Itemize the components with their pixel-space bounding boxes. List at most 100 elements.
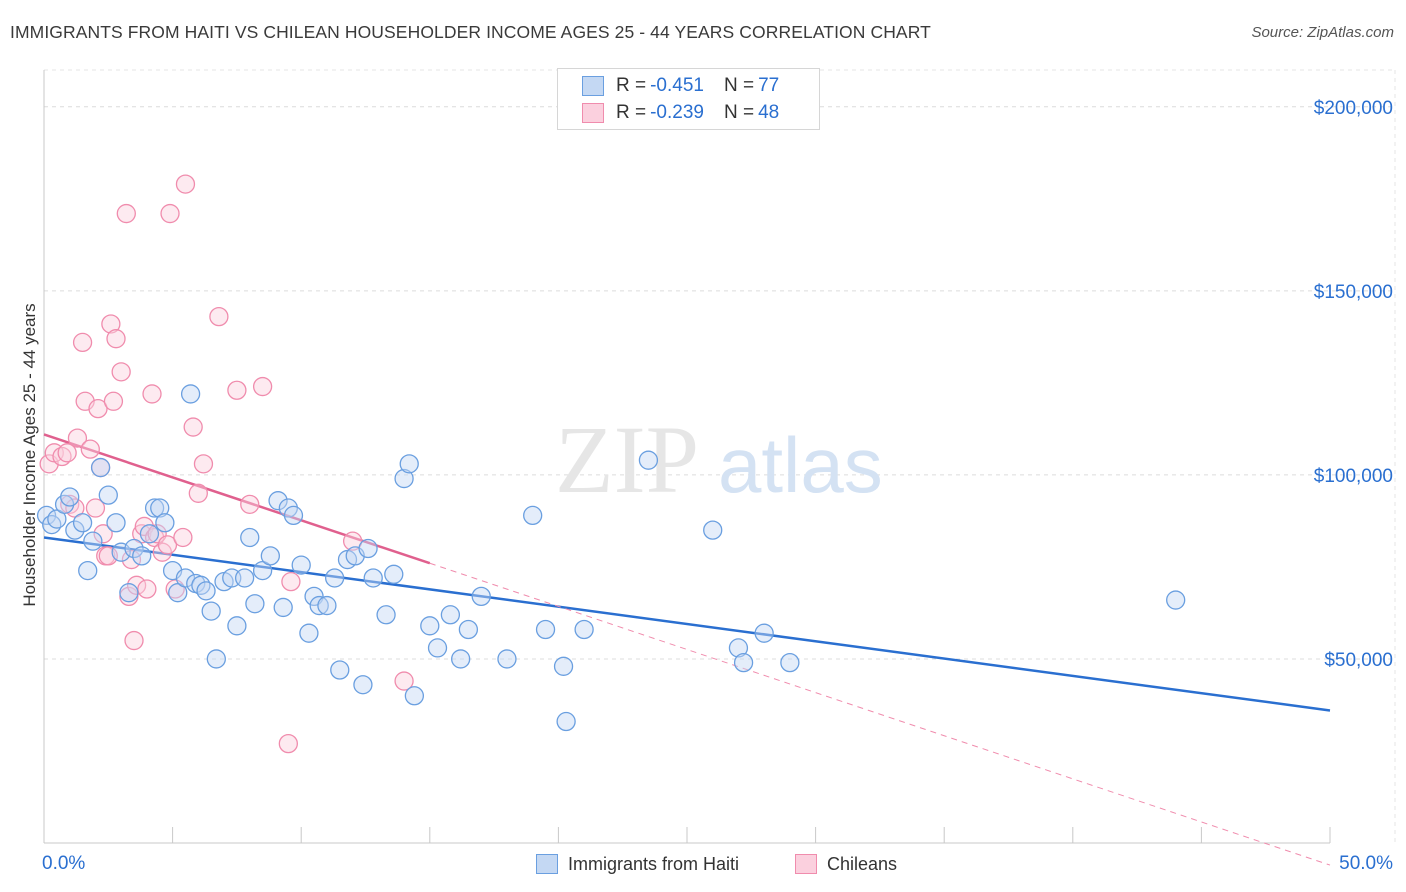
- bottom-legend-haiti: Immigrants from Haiti: [536, 852, 739, 876]
- bottom-legend-chileans: Chileans: [795, 852, 897, 876]
- trendlines: [43, 433, 1331, 866]
- point-chileans: [278, 733, 298, 754]
- bottom-legend-swatch-haiti: [536, 854, 558, 874]
- watermark: ZIP atlas: [555, 406, 883, 513]
- point-haiti: [90, 457, 111, 478]
- watermark-zip: ZIP: [555, 406, 699, 513]
- point-haiti: [1166, 590, 1186, 610]
- point-haiti: [638, 450, 659, 470]
- point-haiti: [353, 675, 373, 695]
- point-chileans: [175, 174, 196, 194]
- point-haiti: [139, 524, 160, 544]
- point-chileans: [227, 380, 247, 400]
- point-haiti: [523, 505, 543, 526]
- point-haiti: [291, 555, 311, 575]
- point-chileans: [80, 439, 100, 459]
- point-haiti: [180, 384, 201, 404]
- point-haiti: [703, 520, 723, 540]
- point-chileans: [188, 483, 208, 503]
- point-haiti: [458, 619, 479, 640]
- y-tick-label: $150,000: [1314, 282, 1393, 303]
- point-haiti: [299, 623, 319, 643]
- x-tick-label-min: 0.0%: [42, 853, 85, 874]
- point-chileans: [67, 428, 88, 448]
- point-haiti: [574, 619, 594, 640]
- point-chileans: [160, 203, 180, 224]
- point-haiti: [283, 505, 304, 526]
- point-haiti: [497, 649, 517, 669]
- point-chileans: [93, 524, 113, 544]
- point-haiti: [324, 568, 345, 588]
- legend-r-value-chileans: -0.239: [650, 102, 704, 123]
- y-tick-label: $50,000: [1324, 650, 1393, 671]
- bottom-legend-label-chileans: Chileans: [827, 853, 898, 874]
- point-haiti: [227, 616, 247, 636]
- point-chileans: [281, 572, 301, 592]
- point-haiti: [36, 505, 57, 526]
- point-chileans: [342, 531, 363, 551]
- point-haiti: [191, 575, 211, 595]
- point-haiti: [234, 568, 255, 588]
- point-haiti: [98, 485, 118, 505]
- point-haiti: [440, 605, 461, 625]
- legend-swatch-haiti: [582, 76, 604, 96]
- point-haiti: [260, 546, 280, 566]
- point-haiti: [83, 531, 103, 551]
- point-haiti: [556, 711, 576, 732]
- point-haiti: [245, 594, 265, 614]
- point-chileans: [142, 384, 162, 404]
- point-chileans: [60, 494, 80, 515]
- point-chileans: [137, 579, 157, 599]
- point-chileans: [101, 314, 121, 334]
- point-chileans: [85, 498, 106, 518]
- point-chileans: [193, 454, 214, 474]
- point-haiti: [42, 514, 62, 535]
- legend-r-label: R =: [616, 102, 647, 123]
- point-haiti: [330, 660, 350, 680]
- point-haiti: [363, 568, 383, 588]
- point-haiti: [124, 538, 144, 559]
- point-haiti: [60, 487, 80, 507]
- source-label: Source: ZipAtlas.com: [1251, 24, 1394, 41]
- point-chileans: [157, 535, 178, 555]
- point-haiti: [376, 605, 396, 625]
- legend-n-label: N =: [723, 102, 755, 123]
- point-chileans: [103, 391, 124, 411]
- legend-n-value-chileans: 48: [758, 102, 780, 123]
- point-haiti: [394, 468, 414, 489]
- y-tick-label: $200,000: [1314, 98, 1393, 119]
- point-chileans: [240, 494, 260, 515]
- x-tick-label-max: 50.0%: [1339, 853, 1393, 874]
- watermark-atlas: atlas: [718, 421, 883, 509]
- point-haiti: [132, 546, 152, 566]
- point-chileans: [111, 362, 131, 382]
- point-chileans: [126, 575, 147, 595]
- correlation-legend: R = -0.451 N = 77 R = -0.239 N = 48: [557, 68, 820, 130]
- point-chileans: [88, 398, 108, 419]
- point-haiti: [754, 623, 774, 643]
- point-haiti: [106, 513, 126, 533]
- point-haiti: [201, 601, 221, 621]
- point-haiti: [150, 498, 170, 518]
- trendline-chileans-extension: [429, 562, 1331, 866]
- trendline-chileans: [43, 433, 431, 565]
- legend-n-label: N =: [723, 75, 755, 96]
- point-haiti: [72, 513, 93, 533]
- point-haiti: [553, 656, 574, 676]
- point-haiti: [317, 595, 337, 616]
- point-haiti: [78, 560, 98, 581]
- point-chileans: [183, 417, 203, 437]
- bottom-legend-label-haiti: Immigrants from Haiti: [568, 853, 740, 874]
- point-haiti: [404, 686, 425, 706]
- point-chileans: [57, 443, 77, 463]
- point-chileans: [52, 446, 72, 467]
- point-haiti: [268, 491, 288, 511]
- point-haiti: [175, 568, 196, 588]
- point-chileans: [394, 671, 414, 691]
- point-chileans: [124, 630, 144, 651]
- y-tick-label: $100,000: [1314, 466, 1393, 487]
- point-haiti: [420, 616, 440, 636]
- point-chileans: [106, 329, 126, 349]
- point-haiti: [155, 513, 175, 533]
